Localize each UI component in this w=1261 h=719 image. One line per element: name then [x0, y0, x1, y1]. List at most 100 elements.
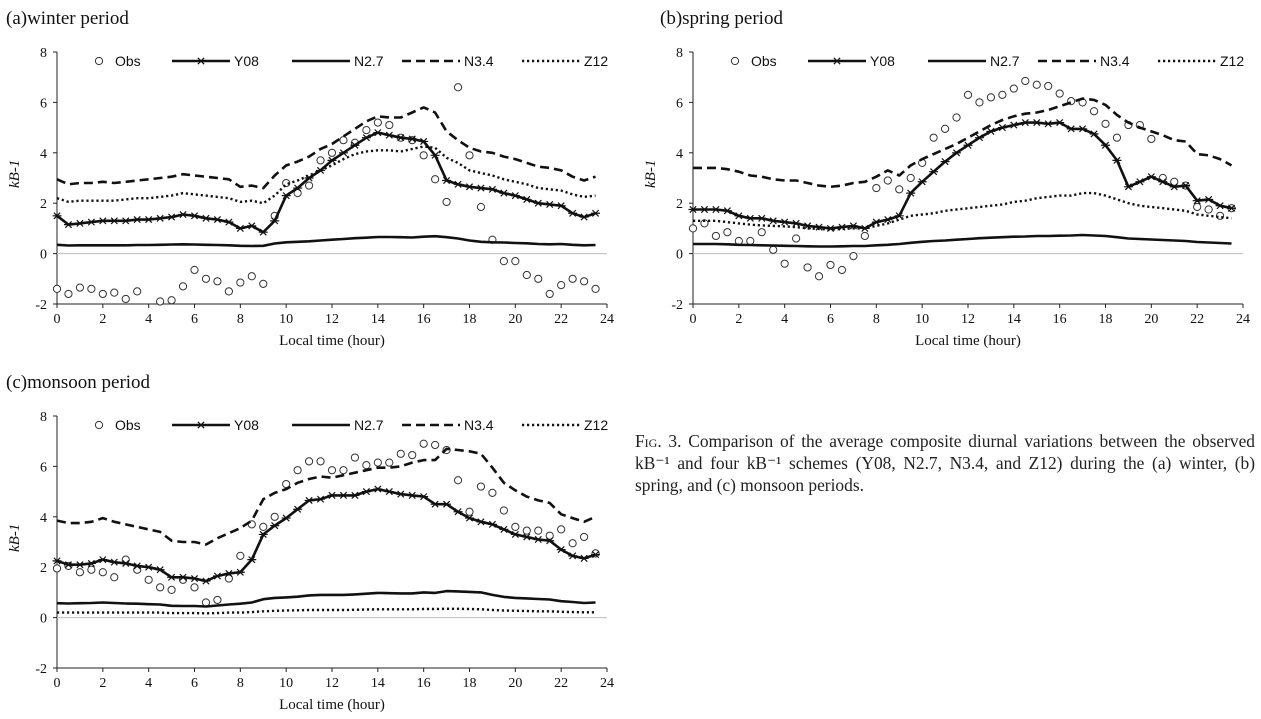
series-n2-7	[56, 589, 596, 608]
y-tick-label: 8	[40, 46, 47, 61]
obs-point	[339, 136, 348, 145]
y08-marker	[201, 577, 211, 585]
legend: Obs Y08 N2.7 N3.4 Z12	[94, 53, 608, 69]
y08-marker	[373, 129, 383, 137]
series-y08	[52, 485, 601, 585]
legend-label: Obs	[115, 53, 141, 69]
legend-label: N3.4	[464, 53, 494, 69]
y08-marker	[384, 131, 394, 139]
x-tick-label: 4	[145, 312, 152, 327]
y08-marker	[63, 221, 73, 229]
legend-label: N2.7	[990, 53, 1020, 69]
y08-marker	[510, 530, 520, 539]
series-n3-4	[56, 447, 597, 546]
obs-point	[522, 526, 531, 535]
obs-point	[98, 289, 107, 299]
obs-point	[814, 272, 824, 281]
obs-point	[236, 278, 245, 287]
y08-marker	[396, 134, 406, 142]
legend-item-n3-4: N3.4	[402, 417, 494, 433]
y08-marker	[430, 500, 440, 508]
series-y08	[52, 129, 601, 236]
y08-marker	[579, 213, 589, 221]
x-tick-label: 6	[827, 312, 834, 327]
obs-point	[568, 539, 577, 548]
y08-marker	[1135, 178, 1145, 186]
y08-marker	[1146, 173, 1156, 181]
obs-point	[780, 259, 789, 268]
y08-marker	[453, 508, 463, 516]
obs-point	[769, 245, 778, 254]
caption-text: Comparison of the average composite diur…	[635, 431, 1255, 495]
series-n3-4	[693, 97, 1233, 189]
obs-point	[190, 583, 199, 592]
y08-marker	[407, 491, 417, 499]
legend-label: Z12	[1220, 53, 1244, 69]
obs-point	[350, 453, 360, 462]
x-axis-label: Local time (hour)	[279, 333, 385, 349]
legend-label: Y08	[234, 417, 259, 433]
legend-marker	[832, 57, 842, 65]
y08-marker	[699, 205, 709, 214]
y08-marker	[316, 495, 326, 503]
obs-point	[362, 126, 371, 135]
figure-caption: Fig. 3. Comparison of the average compos…	[635, 430, 1255, 496]
obs-point	[396, 449, 405, 458]
y08-marker	[430, 151, 440, 159]
legend: Obs Y08 N2.7 N3.4 Z12	[730, 53, 1244, 69]
obs-point	[1101, 119, 1110, 128]
y08-marker	[711, 205, 721, 214]
y08-marker	[1169, 183, 1179, 191]
x-tick-label: 0	[54, 676, 61, 691]
legend-item-n2-7: N2.7	[292, 417, 384, 433]
obs-point	[316, 457, 325, 466]
obs-point	[803, 263, 812, 272]
series-n3-4	[56, 106, 596, 190]
y08-marker	[63, 561, 73, 569]
y08-marker	[997, 124, 1007, 132]
y08-marker	[258, 228, 268, 236]
y-tick-label: -2	[671, 298, 683, 313]
obs-point	[929, 133, 938, 142]
y08-marker	[848, 222, 858, 230]
obs-point	[465, 507, 474, 516]
y-tick-label: 2	[676, 197, 683, 212]
obs-point	[723, 228, 732, 237]
y08-marker	[235, 224, 245, 232]
y08-marker	[1215, 202, 1225, 210]
series-line	[693, 97, 1233, 189]
obs-point	[511, 522, 520, 531]
x-tick-label: 16	[417, 676, 431, 691]
x-tick-label: 18	[463, 676, 477, 691]
y-tick-label: 2	[40, 561, 47, 576]
y08-marker	[224, 569, 234, 578]
y08-marker	[155, 214, 165, 222]
x-axis-label: Local time (hour)	[279, 697, 385, 713]
x-axis-label: Local time (hour)	[915, 333, 1021, 349]
obs-point	[849, 252, 858, 261]
series-line	[693, 191, 1232, 231]
obs-point	[837, 265, 847, 275]
legend-item-obs: Obs	[94, 417, 141, 433]
x-tick-label: 20	[1144, 312, 1158, 327]
obs-point	[453, 83, 463, 92]
series-n2-7	[56, 234, 596, 248]
y08-marker	[476, 184, 486, 192]
x-tick-label: 4	[781, 312, 788, 327]
obs-point	[304, 181, 314, 190]
caption-label: Fig. 3.	[635, 431, 682, 451]
legend-label: N3.4	[464, 417, 494, 433]
y08-marker	[1089, 130, 1099, 138]
x-tick-label: 14	[1007, 312, 1021, 327]
x-tick-label: 22	[554, 312, 568, 327]
x-tick-label: 0	[54, 312, 61, 327]
obs-point	[940, 124, 950, 133]
obs-point	[431, 440, 440, 450]
y08-marker	[917, 178, 927, 186]
obs-point	[872, 183, 881, 193]
y08-marker	[258, 530, 268, 539]
obs-point	[52, 284, 62, 293]
obs-point	[385, 458, 394, 467]
legend-label: Obs	[751, 53, 777, 69]
